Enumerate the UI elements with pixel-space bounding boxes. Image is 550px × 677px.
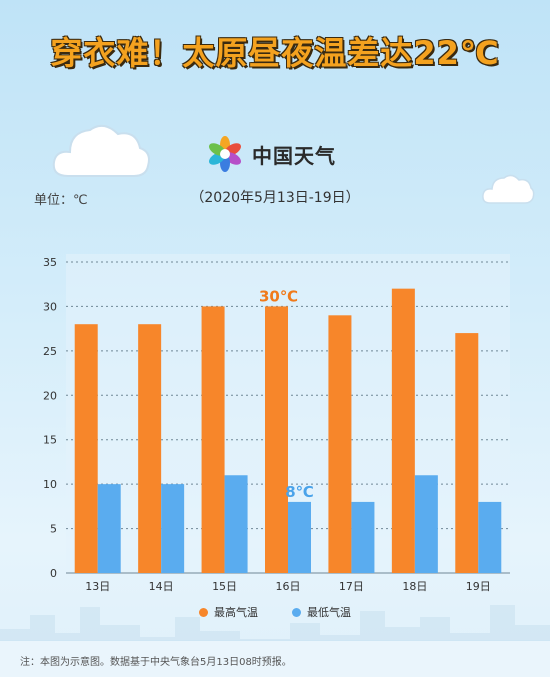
y-tick-label: 20 [43, 389, 57, 402]
china-weather-logo-icon [209, 136, 241, 172]
headline: 穿衣难！太原昼夜温差达22℃ [50, 34, 500, 72]
y-tick-label: 10 [43, 478, 57, 491]
legend-label-max: 最高气温 [214, 606, 258, 619]
x-tick-label: 16日 [276, 580, 301, 593]
bar-min-temp [414, 475, 438, 573]
y-tick-label: 0 [50, 567, 57, 580]
data-label-annotation: 30℃ [259, 287, 298, 305]
footnote: 注：本图为示意图。数据基于中央气象台5月13日08时预报。 [20, 657, 292, 668]
bar-min-temp [478, 501, 502, 573]
bar-max-temp [391, 288, 415, 573]
y-tick-label: 15 [43, 434, 57, 447]
bar-max-temp [74, 324, 98, 573]
brand-name: 中国天气 [252, 143, 336, 168]
legend-item-max: 最高气温 [199, 604, 258, 620]
x-tick-label: 14日 [149, 580, 174, 593]
bar-min-temp [224, 475, 248, 573]
x-tick-label: 17日 [339, 580, 364, 593]
y-tick-label: 35 [43, 256, 57, 269]
y-tick-label: 25 [43, 345, 57, 358]
x-tick-label: 18日 [402, 580, 427, 593]
temperature-bar-chart: 0 5 10 15 20 25 30 35 13日 14日 15日 16日 17日 18日 19日 30℃ 8℃ [43, 254, 510, 593]
cloud-icon [52, 124, 150, 177]
brand: 中国天气 [206, 134, 336, 174]
footer: 注：本图为示意图。数据基于中央气象台5月13日08时预报。 [0, 640, 550, 677]
x-tick-label: 15日 [212, 580, 237, 593]
bar-min-temp [161, 484, 185, 573]
y-tick-label: 30 [43, 300, 57, 313]
cloud-icon [482, 174, 535, 204]
bar-min-temp [288, 501, 311, 573]
date-range: （2020年5月13日-19日） [190, 190, 360, 206]
bar-max-temp [328, 315, 352, 573]
legend-swatch-max [199, 607, 208, 617]
y-tick-label: 5 [50, 523, 57, 536]
legend-label-min: 最低气温 [307, 606, 351, 619]
bar-max-temp [455, 333, 479, 573]
legend-swatch-min [292, 607, 301, 617]
bar-max-temp [201, 306, 225, 573]
legend: 最高气温 最低气温 [0, 604, 550, 620]
x-tick-label: 13日 [85, 580, 110, 593]
unit-label: 单位：℃ [34, 193, 88, 208]
legend-item-min: 最低气温 [292, 604, 351, 620]
bar-max-temp [265, 306, 288, 573]
bar-min-temp [351, 501, 375, 573]
data-label-annotation: 8℃ [285, 483, 314, 501]
bar-min-temp [97, 484, 121, 573]
bar-max-temp [138, 324, 162, 573]
x-tick-label: 19日 [466, 580, 491, 593]
